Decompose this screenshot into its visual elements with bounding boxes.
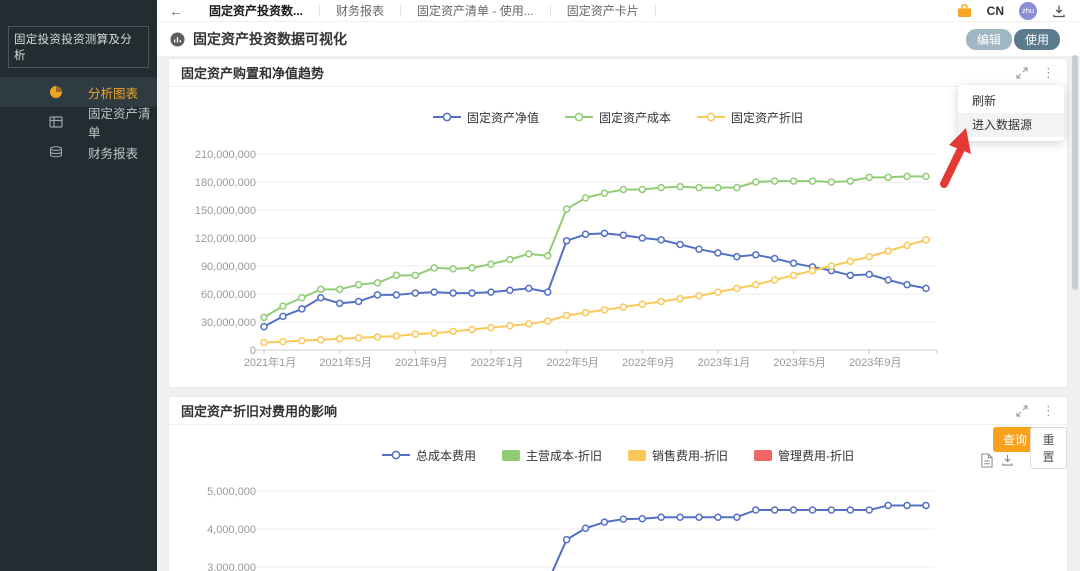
tab-separator: [549, 4, 551, 17]
tab-1[interactable]: 财务报表: [336, 4, 385, 18]
vertical-scrollbar[interactable]: [1072, 55, 1078, 290]
svg-text:2023年1月: 2023年1月: [698, 355, 751, 369]
legend-marker: [564, 112, 593, 122]
expand-icon[interactable]: [1016, 404, 1028, 417]
card-header: 固定资产折旧对费用的影响 ⋮: [169, 397, 1067, 425]
page-title: 固定资产投资数据可视化: [193, 31, 347, 47]
reset-button[interactable]: 重置: [1030, 427, 1067, 469]
chart-card-expense: 固定资产折旧对费用的影响 ⋮ 查询 重置 总成本费用 主营成本-折旧 销售费用-折旧…: [168, 396, 1068, 571]
context-menu: 刷新进入数据源: [958, 85, 1064, 141]
sidebar-item-label: 分析图表: [88, 86, 139, 101]
expand-icon[interactable]: [1016, 66, 1028, 79]
edit-mode-button[interactable]: 编辑: [965, 28, 1012, 50]
legend-marker: [502, 449, 520, 461]
legend-label: 管理费用-折旧: [778, 448, 854, 463]
card-header: 固定资产购置和净值趋势 ⋮: [169, 59, 1067, 87]
legend-label: 固定资产净值: [466, 110, 539, 125]
legend-item[interactable]: 管理费用-折旧: [754, 447, 854, 464]
dashboard-icon: [170, 31, 185, 47]
download-icon[interactable]: [1052, 4, 1066, 18]
tab-0[interactable]: 固定资产投资数...: [209, 4, 304, 18]
svg-text:210,000,000: 210,000,000: [195, 149, 256, 161]
tab-separator: [400, 4, 402, 17]
line-chart-expense[interactable]: 5,000,000 4,000,000 3,000,000: [169, 477, 1069, 571]
svg-text:2021年1月: 2021年1月: [244, 355, 297, 369]
topbar-right: CN zhu: [957, 1, 1080, 20]
pie-chart-icon: [48, 85, 63, 100]
svg-text:2022年1月: 2022年1月: [471, 355, 524, 369]
chart-legend: 固定资产净值 固定资产成本 固定资产折旧: [169, 109, 1067, 125]
svg-text:4,000,000: 4,000,000: [207, 524, 256, 536]
legend-marker: [381, 450, 410, 460]
report-icon: [48, 145, 63, 160]
tab-separator: [319, 4, 321, 17]
use-mode-button[interactable]: 使用: [1013, 28, 1060, 50]
content-area: 固定资产购置和净值趋势 ⋮ 固定资产净值 固定资产成本 固定资产折旧 0 30,000…: [157, 56, 1080, 571]
sidebar-item-2[interactable]: 财务报表: [0, 137, 157, 167]
chart-title: 固定资产折旧对费用的影响: [181, 404, 338, 419]
sidebar-item-1[interactable]: 固定资产清单: [0, 107, 157, 140]
sidebar-item-label: 财务报表: [88, 146, 139, 161]
svg-text:90,000,000: 90,000,000: [201, 261, 256, 273]
mode-toggle: 编辑 使用: [965, 28, 1080, 50]
top-tab-bar: ← 固定资产投资数... 财务报表 固定资产清单 - 使用... 固定资产卡片 CN …: [157, 0, 1080, 22]
back-arrow-icon[interactable]: ←: [169, 2, 183, 19]
svg-text:0: 0: [250, 345, 256, 357]
svg-text:2022年5月: 2022年5月: [546, 355, 599, 369]
legend-marker: [697, 112, 725, 122]
locale-switch[interactable]: CN: [986, 3, 1004, 18]
svg-text:2022年9月: 2022年9月: [622, 355, 675, 369]
menu-item-1[interactable]: 进入数据源: [958, 113, 1064, 137]
svg-text:2023年9月: 2023年9月: [849, 355, 902, 369]
legend-label: 固定资产成本: [598, 110, 671, 125]
line-chart-trend[interactable]: 0 30,000,000 60,000,000 90,000,000 120,000,0…: [169, 145, 1069, 389]
svg-text:2021年5月: 2021年5月: [319, 355, 372, 369]
legend-label: 销售费用-折旧: [652, 448, 728, 463]
list-icon: [48, 115, 63, 130]
workspace-title: 固定投资投资测算及分析: [8, 26, 149, 68]
svg-text:120,000,000: 120,000,000: [195, 233, 256, 245]
tab-separator: [654, 4, 656, 17]
download-icon[interactable]: [1001, 453, 1014, 468]
svg-text:2023年5月: 2023年5月: [773, 355, 826, 369]
svg-text:5,000,000: 5,000,000: [207, 486, 256, 498]
avatar[interactable]: zhu: [1019, 1, 1037, 20]
legend-marker: [754, 449, 772, 461]
svg-text:180,000,000: 180,000,000: [195, 177, 256, 189]
legend-label: 固定资产折旧: [731, 110, 804, 125]
svg-text:2021年9月: 2021年9月: [395, 355, 448, 369]
legend-marker: [628, 449, 646, 461]
sidebar-nav: 分析图表固定资产清单财务报表: [0, 77, 157, 167]
legend-marker: [432, 112, 461, 122]
tab-list: 固定资产投资数... 财务报表 固定资产清单 - 使用... 固定资产卡片: [193, 0, 656, 21]
briefcase-icon[interactable]: [957, 3, 972, 18]
sidebar-item-0[interactable]: 分析图表: [0, 77, 157, 107]
page-header: 固定资产投资数据可视化 编辑 使用: [157, 22, 1080, 56]
legend-item[interactable]: 销售费用-折旧: [628, 447, 728, 464]
svg-text:60,000,000: 60,000,000: [201, 289, 256, 301]
legend-item[interactable]: 总成本费用: [381, 447, 476, 464]
tab-2[interactable]: 固定资产清单 - 使用...: [417, 4, 534, 18]
sidebar: 固定投资投资测算及分析 分析图表固定资产清单财务报表: [0, 0, 157, 571]
legend-item[interactable]: 固定资产折旧: [697, 109, 803, 126]
svg-text:150,000,000: 150,000,000: [195, 205, 256, 217]
more-menu-icon[interactable]: ⋮: [1042, 65, 1055, 80]
tab-3[interactable]: 固定资产卡片: [566, 4, 639, 18]
menu-item-0[interactable]: 刷新: [972, 94, 997, 108]
chart-tools: [981, 453, 1014, 468]
chart-title: 固定资产购置和净值趋势: [181, 66, 325, 81]
svg-text:30,000,000: 30,000,000: [201, 317, 256, 329]
chart-legend: 总成本费用 主营成本-折旧 销售费用-折旧 管理费用-折旧: [169, 447, 1067, 463]
legend-label: 总成本费用: [415, 448, 476, 463]
legend-item[interactable]: 固定资产成本: [564, 109, 671, 126]
chart-card-trend: 固定资产购置和净值趋势 ⋮ 固定资产净值 固定资产成本 固定资产折旧 0 30,000…: [168, 58, 1068, 388]
legend-item[interactable]: 主营成本-折旧: [502, 447, 602, 464]
more-menu-icon[interactable]: ⋮: [1042, 403, 1055, 418]
legend-label: 主营成本-折旧: [526, 448, 602, 463]
svg-text:3,000,000: 3,000,000: [207, 562, 256, 571]
sidebar-item-label: 固定资产清单: [88, 107, 151, 140]
document-icon[interactable]: [981, 453, 993, 468]
legend-item[interactable]: 固定资产净值: [432, 109, 539, 126]
